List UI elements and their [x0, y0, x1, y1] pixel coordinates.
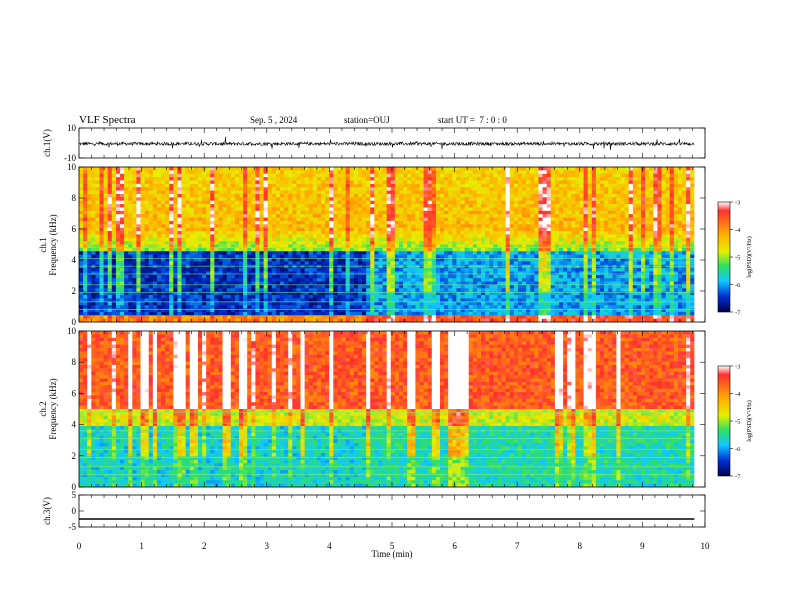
- ch1-spectrogram-ytick-label: 10: [67, 162, 77, 172]
- ch1-waveform-ytick-label: -10: [64, 153, 76, 163]
- x-tick-label: 2: [202, 541, 207, 551]
- x-tick-label: 6: [452, 541, 457, 551]
- x-tick-label: 0: [77, 541, 82, 551]
- x-axis-ticks: 0 1 2 3 4 5 6 7 8 9 10: [77, 541, 710, 551]
- ch2-spectrogram-ytick-label: 8: [72, 357, 77, 367]
- ch3-waveform-ytick-label: -5: [69, 522, 77, 532]
- ch2-colorbar-tick-label: -4: [735, 391, 741, 398]
- ch1-colorbar-tick-label: -3: [735, 200, 740, 207]
- ch1-colorbar-label: log(PSD)(V²/Hz): [746, 236, 753, 277]
- ch3-waveform-ylabel: ch.3(V): [42, 497, 52, 525]
- ch1-colorbar-tick-label: -5: [735, 255, 740, 262]
- ch2-colorbar-tick-label: -7: [735, 474, 741, 481]
- ch1-spectrogram-ylabel: Frequency (kHz): [48, 214, 58, 275]
- ch1-spectrogram-panel: 0 2 4 6 8 10: [67, 162, 706, 327]
- x-tick-label: 5: [390, 541, 395, 551]
- ch1-waveform-trace: [78, 136, 695, 151]
- ch2-spectrogram-panel: 0 2 4 6 8 10: [67, 326, 706, 492]
- ch1-spectrogram-ytick-label: 8: [72, 193, 77, 203]
- x-tick-label: 7: [515, 541, 520, 551]
- figure-title: VLF Spectra: [79, 114, 136, 126]
- ch1-colorbar-tick-label: -6: [735, 282, 741, 289]
- x-tick-label: 4: [327, 541, 332, 551]
- start-time-label: start UT = 7 : 0 : 0: [438, 115, 507, 125]
- ch2-spectrogram-ytick-label: 0: [72, 482, 77, 492]
- ch1-spectrogram-ytick-label: 2: [72, 286, 77, 296]
- x-axis-label: Time (min): [372, 549, 413, 559]
- ch3-waveform-ytick-label: 5: [72, 490, 77, 500]
- ch2-colorbar-label: log(PSD)(V²/Hz): [746, 400, 753, 441]
- ch2-spectrogram-ytick-label: 10: [67, 326, 77, 336]
- ch2-spectrogram-ytick-label: 6: [72, 388, 77, 398]
- ch2-colorbar-tick-label: -5: [735, 419, 740, 426]
- date-label: Sep. 5 , 2024: [250, 115, 298, 125]
- ch1-spectrogram-ytick-label: 0: [72, 317, 77, 327]
- x-tick-label: 9: [640, 541, 645, 551]
- ch2-spectrogram-channel-label: ch.2: [38, 401, 48, 416]
- ch2-colorbar-tick-label: -3: [735, 364, 740, 371]
- x-tick-label: 1: [139, 541, 144, 551]
- x-tick-label: 3: [265, 541, 270, 551]
- x-tick-label: 10: [701, 541, 711, 551]
- station-label: station=OUJ: [344, 115, 390, 125]
- ch1-spectrogram-ytick-label: 4: [72, 255, 77, 265]
- ch1-colorbar-tick-label: -4: [735, 227, 741, 234]
- ch3-waveform-panel: 5 0 -5: [69, 490, 706, 532]
- ch1-waveform-panel: 10 -10: [64, 123, 706, 163]
- ch2-spectrogram-ytick-label: 2: [72, 451, 77, 461]
- ch1-spectrogram-ytick-label: 6: [72, 224, 77, 234]
- ch2-spectrogram-ylabel: Frequency (kHz): [48, 378, 58, 439]
- ch2-spectrogram-ytick-label: 4: [72, 420, 77, 430]
- ch1-waveform-ylabel: ch.1(V): [42, 129, 52, 157]
- x-tick-label: 8: [578, 541, 583, 551]
- ch3-waveform-ytick-label: 0: [72, 506, 77, 516]
- ch2-colorbar-tick-label: -6: [735, 446, 741, 453]
- ch1-waveform-ytick-label: 10: [67, 123, 77, 133]
- ch1-colorbar-tick-label: -7: [735, 310, 741, 317]
- ch1-spectrogram-channel-label: ch.1: [38, 237, 48, 252]
